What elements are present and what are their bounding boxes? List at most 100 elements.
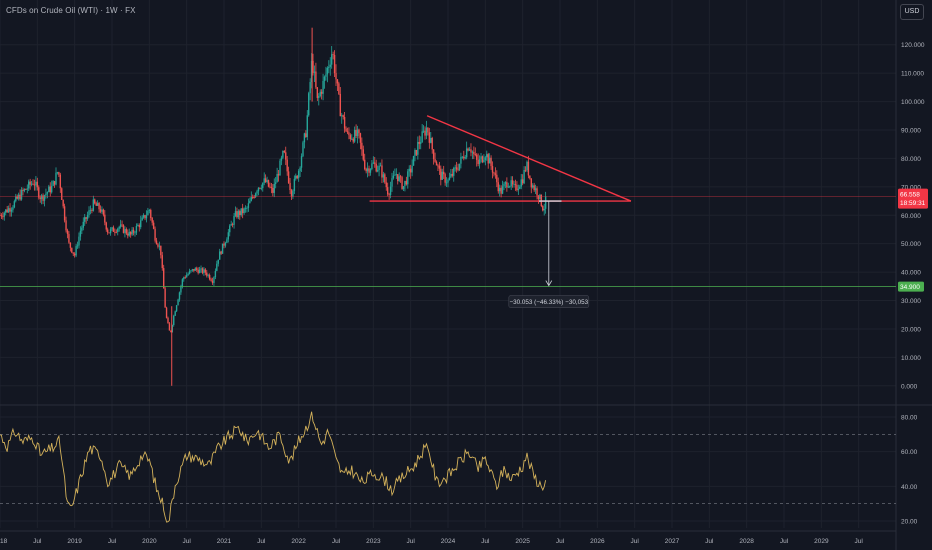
candle-body [108,232,110,234]
candle-body [391,178,393,187]
candle-body [418,141,420,144]
candle-body [513,184,515,185]
candle-body [68,234,70,243]
candle-body [252,196,254,198]
candle-body [447,179,449,183]
candle-body [246,207,248,209]
candle-body [249,200,251,204]
candle-body [150,209,152,219]
candle-body [112,227,115,232]
candle-body [463,156,465,159]
candle-body [141,217,143,221]
candle-body [427,127,429,133]
candle-body [509,186,511,188]
candle-body [185,275,188,278]
candle-body [409,168,412,173]
candle-body [109,229,112,234]
candle-body [91,210,93,211]
candle-body [404,180,406,187]
candle-body [43,195,46,201]
candle-body [319,91,321,97]
candle-body [58,172,60,175]
candle-body [81,227,83,231]
price-tick-label: 80.000 [901,156,921,163]
price-tick-label: 110.000 [901,71,924,78]
candle-body [308,93,310,116]
candle-body [134,232,136,234]
candle-body [432,149,435,160]
candle-body [19,194,21,200]
candle-body [59,174,62,189]
candle-body [293,178,296,192]
candle-body [142,215,145,218]
candle-body [371,163,373,170]
candle-body [197,269,199,274]
candle-body [437,165,439,167]
candle-body [500,187,502,194]
candle-body [431,137,433,150]
candle-body [147,210,149,216]
time-tick-label: Jul [705,538,714,545]
price-tick-label: 50.000 [901,241,921,248]
candle-body [40,195,43,199]
candle-body [20,189,23,200]
candle-body [303,133,306,143]
candle-body [453,168,455,176]
time-tick-label: Jul [332,538,341,545]
candle-body [542,206,544,211]
candle-body [190,270,192,272]
time-tick-label: 2028 [739,538,754,545]
time-tick-label: 2029 [814,538,829,545]
candle-body [92,199,95,211]
candle-body [29,181,31,185]
candle-body [296,175,298,179]
candle-body [9,208,11,212]
candle-body [85,217,87,219]
candle-body [89,210,92,211]
candle-body [206,272,208,276]
candle-body [65,220,67,231]
candle-body [102,209,105,215]
price-candles [0,27,547,386]
candle-body [191,269,194,271]
candle-body [454,167,456,169]
candle-body [137,225,139,226]
candle-body [101,209,103,212]
candle-body [267,180,270,187]
candle-body [389,186,392,195]
candle-body [274,182,277,184]
target-price-tag [898,281,924,292]
candle-body [210,279,212,281]
candle-body [386,187,389,195]
candle-body [316,87,319,98]
candle-body [353,129,356,142]
candle-body [247,203,250,208]
candle-body [392,175,395,179]
currency-button[interactable]: USD [900,4,924,20]
candle-body [178,292,181,300]
candle-body [468,149,471,151]
candle-body [45,193,47,196]
candle-body [398,176,400,181]
candle-body [187,273,189,276]
candle-body [332,54,334,56]
chart-title: CFDs on Crude Oil (WTI) · 1W · FX [6,6,136,15]
price-tick-label: 0.000 [901,383,918,390]
candle-body [35,181,37,186]
candle-body [211,280,214,283]
candle-body [86,215,89,219]
candle-body [131,229,133,235]
candle-body [244,208,247,210]
candle-body [229,225,231,233]
candle-body [362,149,364,160]
candle-body [256,191,258,194]
price-tick-label: 90.000 [901,128,921,135]
price-tick-label: 20.000 [901,326,921,333]
candle-body [510,180,512,187]
candle-body [263,178,265,183]
candle-body [487,154,489,164]
candle-body [264,178,267,183]
candle-body [194,268,196,271]
candle-body [342,115,344,117]
